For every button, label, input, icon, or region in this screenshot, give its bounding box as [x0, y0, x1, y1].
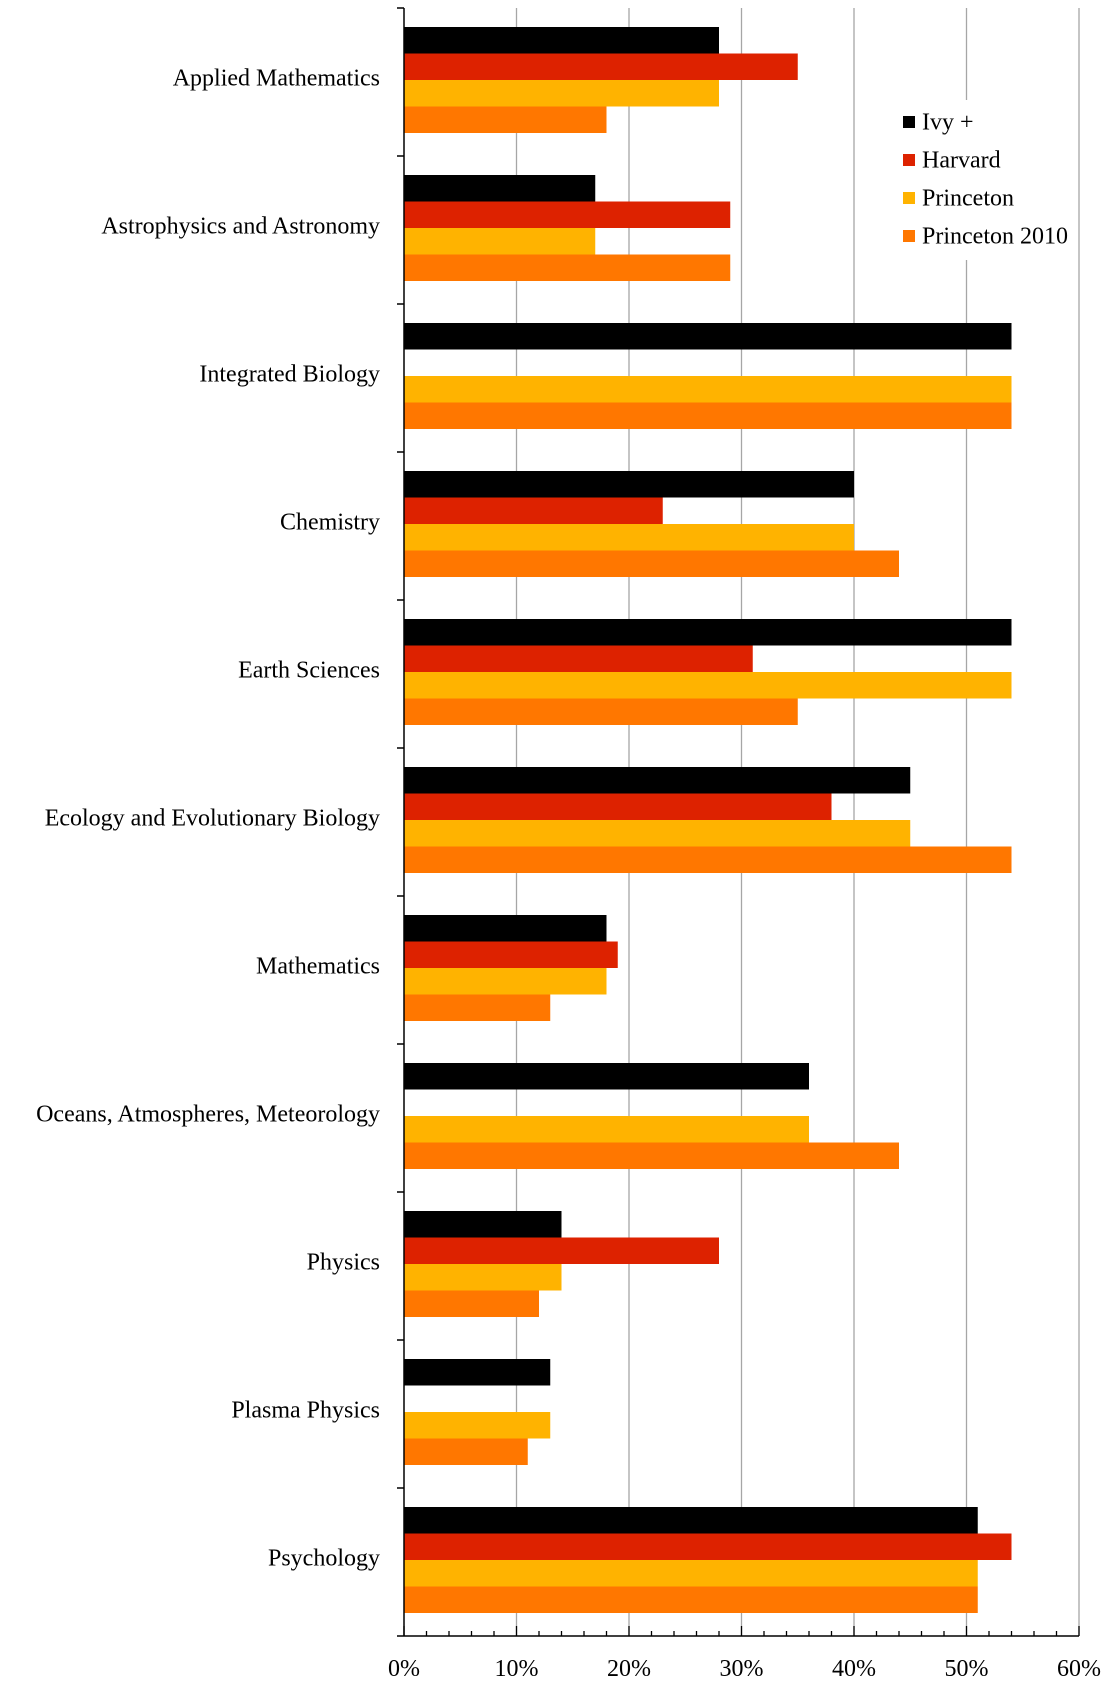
- legend-label-ivy: Ivy +: [922, 110, 974, 136]
- legend-swatch-princeton-2010: [903, 230, 915, 242]
- legend-label-princeton-2010: Princeton 2010: [922, 224, 1068, 250]
- x-tick-label-50: 50%: [945, 1656, 989, 1682]
- bar-princeton-2010-applied-mathematics: [404, 106, 607, 133]
- bar-ivy-integrated-biology: [404, 323, 1012, 350]
- category-label-chemistry: Chemistry: [280, 510, 380, 536]
- bar-harvard-ecology-and-evolutionary-biology: [404, 793, 832, 820]
- bar-harvard-psychology: [404, 1533, 1012, 1560]
- bar-princeton-astrophysics-and-astronomy: [404, 228, 596, 255]
- bar-princeton-2010-chemistry: [404, 550, 899, 577]
- bar-harvard-applied-mathematics: [404, 53, 798, 80]
- bar-princeton-earth-sciences: [404, 672, 1012, 699]
- axes: [397, 7, 1080, 1637]
- legend-label-harvard: Harvard: [922, 148, 1001, 174]
- legend-label-princeton: Princeton: [922, 186, 1014, 212]
- category-label-oceans-atmospheres-meteorology: Oceans, Atmospheres, Meteorology: [36, 1102, 380, 1128]
- bar-princeton-integrated-biology: [404, 376, 1012, 403]
- bar-princeton-2010-oceans-atmospheres-meteorology: [404, 1142, 899, 1169]
- bar-princeton-applied-mathematics: [404, 80, 719, 107]
- bar-ivy-astrophysics-and-astronomy: [404, 175, 596, 202]
- bar-princeton-2010-astrophysics-and-astronomy: [404, 254, 731, 281]
- bar-princeton-chemistry: [404, 524, 854, 551]
- bar-ivy-oceans-atmospheres-meteorology: [404, 1063, 809, 1090]
- bar-ivy-ecology-and-evolutionary-biology: [404, 767, 911, 794]
- category-label-physics: Physics: [307, 1250, 380, 1276]
- category-label-ecology-and-evolutionary-biology: Ecology and Evolutionary Biology: [45, 806, 380, 832]
- bar-princeton-psychology: [404, 1560, 978, 1587]
- bar-ivy-earth-sciences: [404, 619, 1012, 646]
- category-label-psychology: Psychology: [268, 1546, 380, 1572]
- bar-harvard-chemistry: [404, 497, 663, 524]
- bar-harvard-mathematics: [404, 941, 618, 968]
- bar-princeton-2010-ecology-and-evolutionary-biology: [404, 846, 1012, 873]
- bar-princeton-2010-plasma-physics: [404, 1438, 528, 1465]
- x-tick-label-20: 20%: [607, 1656, 651, 1682]
- bar-harvard-earth-sciences: [404, 645, 753, 672]
- bar-ivy-plasma-physics: [404, 1359, 551, 1386]
- bar-princeton-2010-psychology: [404, 1586, 978, 1613]
- x-tick-labels: 0% 10% 20% 30% 40% 50% 60%: [388, 1656, 1101, 1682]
- bars: [404, 27, 1012, 1613]
- bar-princeton-2010-physics: [404, 1290, 539, 1317]
- x-tick-label-0: 0%: [388, 1656, 420, 1682]
- bar-princeton-physics: [404, 1264, 562, 1291]
- x-tick-label-60: 60%: [1057, 1656, 1101, 1682]
- category-labels: Applied Mathematics Astrophysics and Astr…: [36, 66, 380, 1572]
- bar-ivy-psychology: [404, 1507, 978, 1534]
- category-label-mathematics: Mathematics: [256, 954, 380, 980]
- bar-ivy-applied-mathematics: [404, 27, 719, 54]
- x-tick-label-40: 40%: [832, 1656, 876, 1682]
- legend-swatch-princeton: [903, 192, 915, 204]
- bar-princeton-2010-earth-sciences: [404, 698, 798, 725]
- bar-ivy-mathematics: [404, 915, 607, 942]
- bar-harvard-physics: [404, 1237, 719, 1264]
- category-label-plasma-physics: Plasma Physics: [231, 1398, 380, 1424]
- bar-princeton-mathematics: [404, 968, 607, 995]
- bar-harvard-astrophysics-and-astronomy: [404, 201, 731, 228]
- legend: Ivy + Harvard Princeton Princeton 2010: [890, 100, 1076, 260]
- category-label-applied-mathematics: Applied Mathematics: [173, 66, 380, 92]
- bar-ivy-physics: [404, 1211, 562, 1238]
- bar-princeton-2010-integrated-biology: [404, 402, 1012, 429]
- legend-swatch-ivy: [903, 116, 915, 128]
- category-label-astrophysics-and-astronomy: Astrophysics and Astronomy: [101, 214, 380, 240]
- category-label-integrated-biology: Integrated Biology: [199, 362, 380, 388]
- category-label-earth-sciences: Earth Sciences: [238, 658, 380, 684]
- bar-princeton-oceans-atmospheres-meteorology: [404, 1116, 809, 1143]
- x-tick-label-30: 30%: [720, 1656, 764, 1682]
- bar-princeton-ecology-and-evolutionary-biology: [404, 820, 911, 847]
- x-tick-label-10: 10%: [495, 1656, 539, 1682]
- bar-princeton-2010-mathematics: [404, 994, 551, 1021]
- bar-princeton-plasma-physics: [404, 1412, 551, 1439]
- legend-swatch-harvard: [903, 154, 915, 166]
- legend-background: [890, 100, 1076, 260]
- bar-ivy-chemistry: [404, 471, 854, 498]
